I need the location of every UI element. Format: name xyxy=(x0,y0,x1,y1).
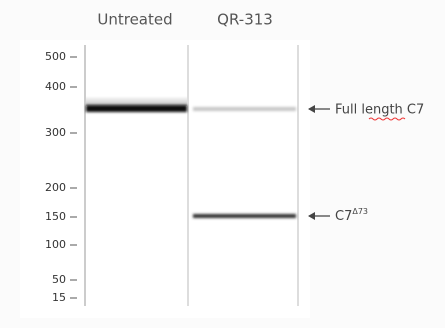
marker-label: 100 xyxy=(45,238,66,251)
band xyxy=(193,107,296,111)
marker-label: 15 xyxy=(52,291,66,304)
band xyxy=(86,105,187,112)
blot-figure: Untreated QR-313 Full length C7 C7Δ73 50… xyxy=(0,0,445,328)
band xyxy=(193,214,296,218)
marker-label: 300 xyxy=(45,126,66,139)
annotation-superscript: Δ73 xyxy=(352,207,368,216)
marker-label: 400 xyxy=(45,80,66,93)
band-smear xyxy=(86,96,187,106)
marker-label: 150 xyxy=(45,210,66,223)
lane-header: QR-313 xyxy=(217,11,273,29)
marker-label: 500 xyxy=(45,50,66,63)
marker-label: 200 xyxy=(45,181,66,194)
lane-header: Untreated xyxy=(97,11,172,29)
annotation-label: Full length C7 xyxy=(335,103,424,118)
marker-label: 50 xyxy=(52,273,66,286)
annotation-main: C7 xyxy=(335,209,352,224)
page: {"lanes": ["Untreated", "QR-313"], "mark… xyxy=(0,0,445,328)
